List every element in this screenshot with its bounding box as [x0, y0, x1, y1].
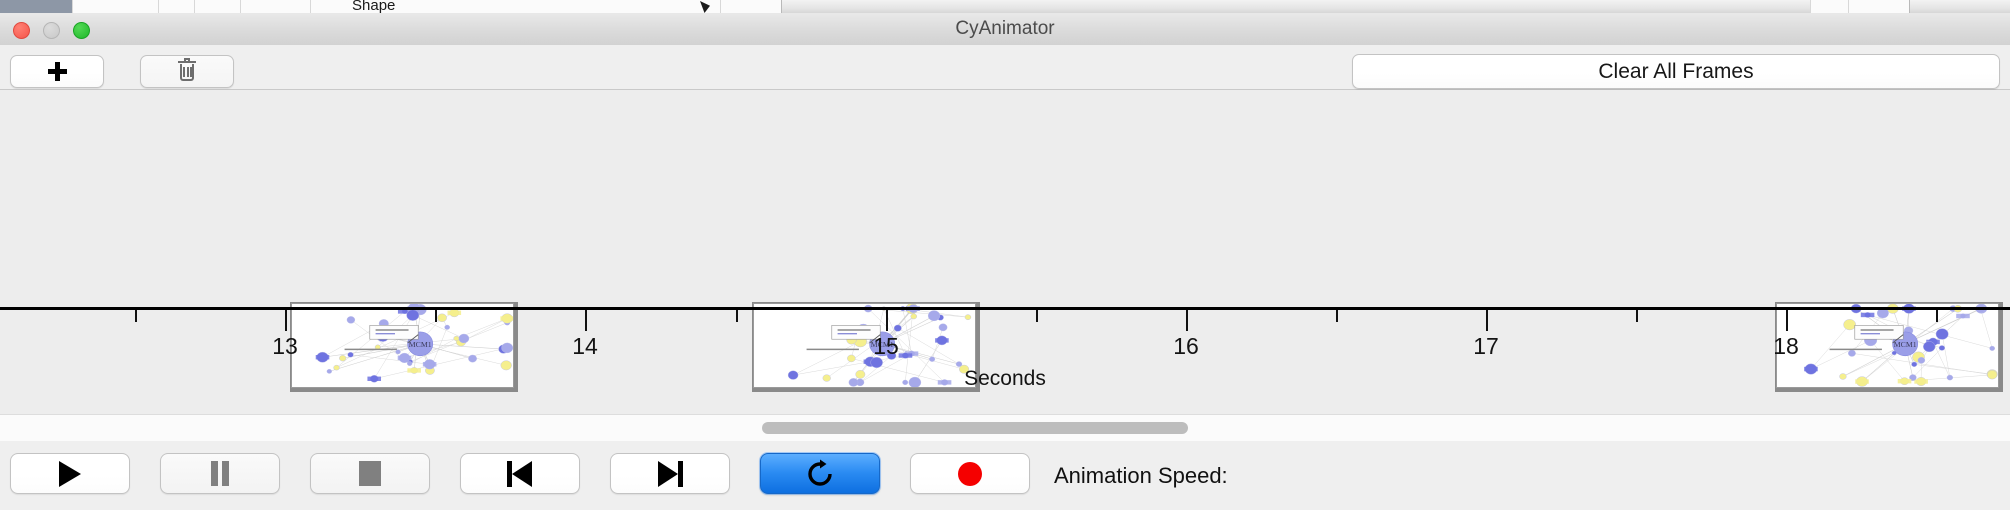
- window-title: CyAnimator: [955, 18, 1055, 39]
- animation-speed-label: Animation Speed:: [1054, 463, 1228, 488]
- pause-button[interactable]: [160, 453, 280, 494]
- delete-frame-button[interactable]: [140, 55, 234, 88]
- background-tab: [194, 0, 242, 14]
- skip-back-icon: [507, 460, 533, 487]
- background-tab: [72, 0, 160, 14]
- stop-button[interactable]: [310, 453, 430, 494]
- timeline-tick-minor: [435, 310, 437, 322]
- background-tab: [1848, 0, 1910, 14]
- timeline-frame[interactable]: MCM1: [1775, 302, 2003, 392]
- frame-thumbnail: MCM1: [1776, 303, 1999, 388]
- svg-text:MCM1: MCM1: [1894, 340, 1917, 349]
- maximize-icon[interactable]: [73, 22, 90, 39]
- timeline-tick-label: 18: [1773, 333, 1799, 359]
- timeline-scrollbar[interactable]: [0, 414, 2010, 442]
- timeline-tick-major: [585, 310, 587, 331]
- background-tab: [158, 0, 196, 14]
- timeline-tick-minor: [135, 310, 137, 322]
- record-icon: [958, 461, 982, 486]
- clear-all-frames-button[interactable]: Clear All Frames: [1352, 54, 2000, 89]
- minimize-icon[interactable]: [43, 22, 60, 39]
- frame-toolbar: Clear All Frames: [0, 45, 2010, 90]
- playback-bar: Animation Speed:: [0, 441, 2010, 510]
- timeline-tick-minor: [1936, 310, 1938, 322]
- svg-text:MCM1: MCM1: [409, 340, 432, 349]
- frame-thumbnail: MCM1: [291, 303, 514, 388]
- timeline-tick-major: [285, 310, 287, 331]
- skip-forward-icon: [657, 460, 683, 487]
- next-frame-button[interactable]: [610, 453, 730, 494]
- timeline-tick-major: [1786, 310, 1788, 331]
- background-tab: [240, 0, 312, 14]
- timeline-tick-label: 17: [1473, 333, 1499, 359]
- timeline-tick-major: [886, 310, 888, 331]
- background-cursor-mark: [700, 1, 710, 13]
- timeline-tick-minor: [1636, 310, 1638, 322]
- frame-thumbnail: MCM1: [753, 303, 976, 388]
- timeline-frame[interactable]: MCM1: [290, 302, 518, 392]
- timeline-tick-label: 13: [272, 333, 298, 359]
- loop-button[interactable]: [760, 453, 880, 494]
- timeline-frame[interactable]: MCM1: [752, 302, 980, 392]
- stop-icon: [359, 461, 381, 486]
- timeline-tick-minor: [1336, 310, 1338, 322]
- timeline-tick-label: 14: [572, 333, 598, 359]
- timeline-tick-major: [1486, 310, 1488, 331]
- timeline-scrollbar-thumb[interactable]: [762, 422, 1188, 434]
- svg-text:MCM1: MCM1: [871, 340, 894, 349]
- timeline-tick-major: [1186, 310, 1188, 331]
- timeline-tick-minor: [736, 310, 738, 322]
- timeline-panel[interactable]: MCM1 MCM1 MCM1 2131415161718 Seconds: [0, 90, 2010, 414]
- title-bar: CyAnimator: [0, 13, 2010, 46]
- background-window-strip: Shape: [0, 0, 2010, 14]
- trash-icon: [178, 58, 196, 82]
- background-window-label: Shape: [352, 0, 396, 14]
- record-button[interactable]: [910, 453, 1030, 494]
- add-frame-button[interactable]: [10, 55, 104, 88]
- play-icon: [59, 460, 81, 487]
- prev-frame-button[interactable]: [460, 453, 580, 494]
- pause-icon: [210, 461, 230, 486]
- background-tab: [1810, 0, 1850, 14]
- axis-title: Seconds: [964, 367, 1046, 390]
- loop-icon: [808, 459, 832, 486]
- timeline-axis-line: [0, 307, 2010, 310]
- play-button[interactable]: [10, 453, 130, 494]
- close-icon[interactable]: [13, 22, 30, 39]
- timeline-tick-label: 15: [873, 333, 899, 359]
- timeline-tick-label: 16: [1173, 333, 1199, 359]
- timeline-tick-minor: [1036, 310, 1038, 322]
- plus-icon: [47, 62, 67, 81]
- background-tab: [720, 0, 782, 14]
- background-titlebar-chip: [0, 0, 72, 13]
